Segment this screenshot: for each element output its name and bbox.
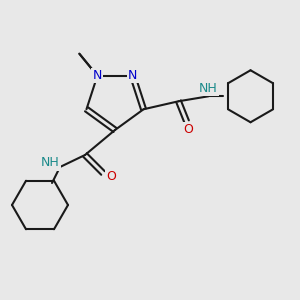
Text: O: O <box>184 123 194 136</box>
Text: NH: NH <box>40 157 59 169</box>
Text: N: N <box>93 69 102 82</box>
Text: N: N <box>128 69 137 82</box>
Text: NH: NH <box>199 82 218 95</box>
Text: O: O <box>106 170 116 184</box>
